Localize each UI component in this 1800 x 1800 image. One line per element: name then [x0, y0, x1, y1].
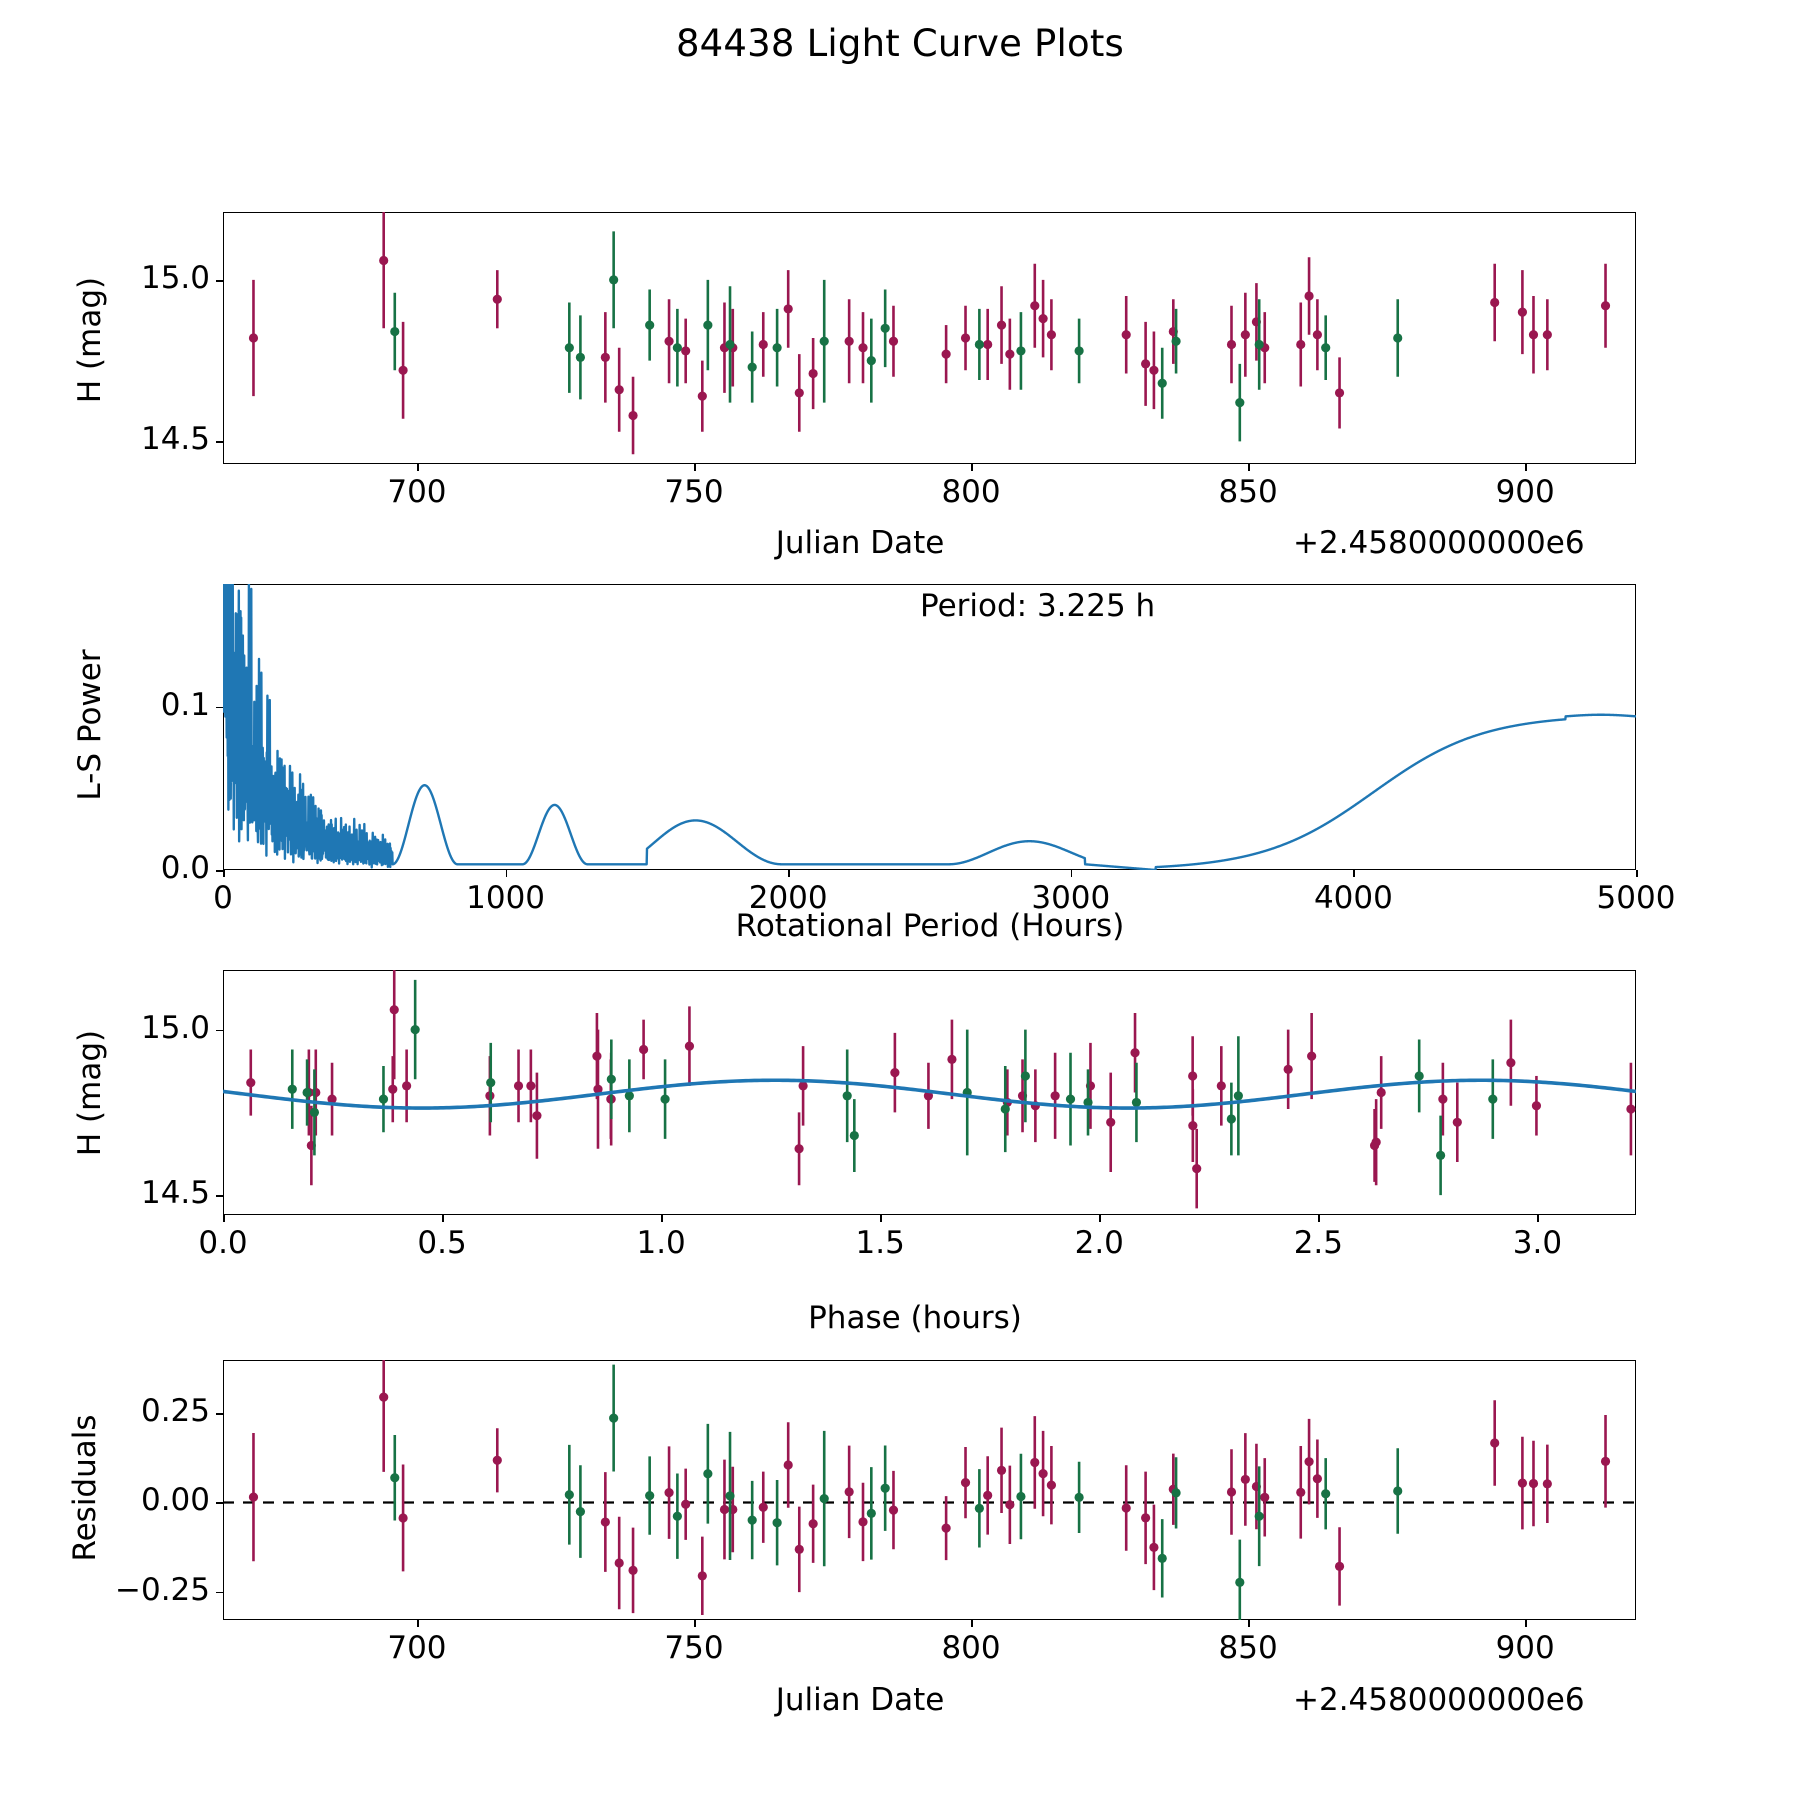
residuals-ytick-neg-0-25: −0.25	[115, 1571, 210, 1608]
phase-folded-xtickmark	[880, 1215, 882, 1222]
periodogram-ytick-0-0: 0.0	[160, 850, 210, 886]
phase-folded-xtickmark	[223, 1215, 225, 1222]
residuals-plot-area	[223, 1360, 1636, 1620]
phase-folded-xtickmark	[1537, 1215, 1540, 1222]
periodogram-xtick-3000: 3000	[1031, 880, 1111, 916]
phase-folded-xtick-3.0: 3.0	[1512, 1225, 1563, 1261]
phase-folded-xtick-0.0: 0.0	[198, 1225, 248, 1261]
periodogram-xtickmark	[505, 870, 508, 877]
phase-folded-xtickmark	[661, 1215, 663, 1222]
residuals-ytick-0-25: 0.25	[140, 1393, 210, 1430]
residuals-xtick-700: 700	[387, 1630, 447, 1666]
phase-folded-ytickmark	[216, 1195, 223, 1197]
residuals-ytickmark	[216, 1413, 223, 1416]
periodogram-xtickmark	[1353, 870, 1356, 877]
residuals-ytick-0-00: 0.00	[140, 1482, 210, 1519]
phase-folded-ytick-14-5: 14.5	[140, 1175, 210, 1212]
periodogram-xtick-0: 0	[213, 880, 233, 916]
residuals-xtick-850: 850	[1218, 1630, 1278, 1666]
panel-periodogram-frame	[223, 584, 1636, 870]
lightcurve-xtick-700: 700	[387, 474, 447, 510]
periodogram-xtickmark	[1070, 870, 1073, 877]
panel-residuals	[223, 1360, 1636, 1620]
lightcurve-xtick-750: 750	[664, 474, 724, 510]
periodogram-xtickmark	[1636, 870, 1638, 877]
residuals-xtickmark	[416, 1620, 419, 1627]
periodogram-ylabel: L-S Power	[72, 649, 108, 801]
lightcurve-plot-area	[248, 212, 1611, 455]
phase-folded-xtick-1.5: 1.5	[855, 1225, 905, 1261]
panel-phase-folded	[223, 970, 1636, 1215]
periodogram-xtick-1000: 1000	[466, 880, 546, 916]
periodogram-xlabel: Rotational Period (Hours)	[735, 908, 1125, 944]
lightcurve-x-offset-text: +2.4580000000e6	[1293, 525, 1585, 561]
lightcurve-xtick-850: 850	[1218, 474, 1278, 510]
residuals-xtick-900: 900	[1495, 1630, 1555, 1666]
phase-folded-xtick-1.0: 1.0	[636, 1225, 686, 1261]
residuals-ytickmark	[216, 1591, 223, 1594]
lightcurve-xtick-900: 900	[1495, 474, 1555, 510]
panel-periodogram	[223, 584, 1636, 870]
residuals-xtickmark	[971, 1620, 973, 1627]
residuals-xtick-750: 750	[664, 1630, 724, 1666]
phase-folded-xtick-2.5: 2.5	[1293, 1225, 1343, 1261]
lightcurve-xlabel: Julian Date	[775, 525, 945, 561]
phase-folded-plot-area	[223, 970, 1636, 1209]
lightcurve-xtickmark	[416, 464, 419, 471]
phase-folded-ytick-15-0: 15.0	[140, 1009, 210, 1046]
periodogram-ytickmark	[216, 706, 223, 709]
periodogram-period-annotation: Period: 3.225 h	[920, 588, 1156, 624]
lightcurve-ytickmark	[216, 279, 223, 282]
periodogram-xtick-5000: 5000	[1596, 880, 1676, 916]
lightcurve-xtickmark	[1248, 464, 1250, 471]
lightcurve-xtickmark	[694, 464, 696, 471]
phase-folded-xlabel: Phase (hours)	[808, 1300, 1022, 1336]
periodogram-ytick-0-1: 0.1	[160, 686, 210, 723]
lightcurve-xtickmark	[971, 464, 973, 471]
residuals-xtick-800: 800	[941, 1630, 1001, 1666]
residuals-xtickmark	[694, 1620, 696, 1627]
periodogram-xtickmark	[788, 870, 790, 877]
residuals-xlabel: Julian Date	[775, 1682, 945, 1718]
periodogram-plot-area	[223, 584, 1636, 870]
periodogram-xtickmark	[223, 870, 225, 877]
lightcurve-ytick-15-0: 15.0	[140, 259, 210, 296]
panel-lightcurve	[223, 212, 1636, 464]
residuals-xtickmark	[1525, 1620, 1527, 1627]
phase-folded-xtickmark	[442, 1215, 444, 1222]
phase-folded-xtickmark	[1318, 1215, 1321, 1222]
phase-folded-xtick-2.0: 2.0	[1074, 1225, 1124, 1261]
phase-folded-xtick-0.5: 0.5	[417, 1225, 467, 1261]
periodogram-xtick-2000: 2000	[748, 880, 828, 916]
periodogram-ytickmark	[216, 870, 223, 872]
residuals-xtickmark	[1248, 1620, 1250, 1627]
residuals-x-offset-text: +2.4580000000e6	[1293, 1682, 1585, 1718]
figure-title: 84438 Light Curve Plots	[675, 22, 1125, 65]
lightcurve-ytickmark	[216, 441, 223, 444]
residuals-ytickmark	[216, 1502, 223, 1505]
lightcurve-xtickmark	[1525, 464, 1527, 471]
lightcurve-ytick-14-5: 14.5	[140, 421, 210, 458]
phase-folded-xtickmark	[1099, 1215, 1101, 1222]
lightcurve-xtick-800: 800	[941, 474, 1001, 510]
periodogram-xtick-4000: 4000	[1313, 880, 1393, 916]
phase-folded-ytickmark	[216, 1029, 223, 1032]
